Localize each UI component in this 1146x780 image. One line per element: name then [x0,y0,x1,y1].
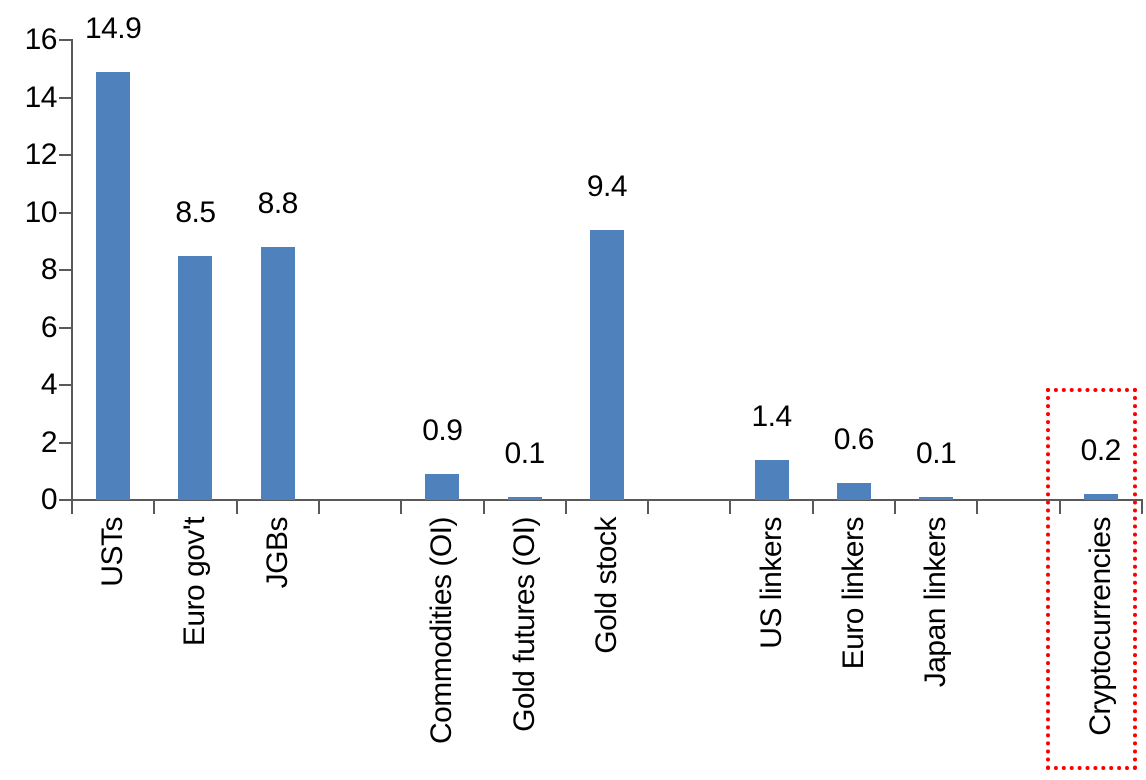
y-tick-2 [59,441,72,444]
bar-us-linkers [754,459,789,500]
x-tick-5 [483,501,485,514]
x-tick-10 [894,501,896,514]
x-tick-12 [1059,501,1061,514]
bar-gold-futures-oi [507,497,542,500]
value-label-euro-gov-t: 8.5 [175,195,216,229]
value-label-us-linkers: 1.4 [751,399,792,433]
y-tick-label-0: 0 [40,483,58,516]
x-tick-7 [647,501,649,514]
y-tick-label-2: 2 [40,425,58,459]
bar-gold-stock [589,229,624,500]
category-label-us-linkers: US linkers [754,517,788,649]
category-label-jgbs: JGBs [260,517,294,589]
category-label-gold-stock: Gold stock [589,517,623,654]
y-tick-4 [59,384,72,386]
bar-cryptocurrencies [1083,494,1118,500]
y-tick-label-10: 10 [24,195,58,229]
category-label-euro-gov-t: Euro gov't [178,517,212,647]
bar-commodities-oi [425,474,460,500]
y-tick-0 [59,499,72,501]
bar-usts [96,71,131,500]
x-tick-2 [236,501,238,514]
x-tick-1 [153,501,155,514]
y-tick-label-14: 14 [24,80,58,114]
y-tick-label-12: 12 [24,138,58,171]
category-label-usts: USTs [96,517,130,587]
y-tick-6 [59,326,72,329]
y-tick-label-4: 4 [40,368,58,401]
value-label-usts: 14.9 [84,11,142,45]
y-tick-10 [59,211,72,214]
bar-euro-gov-t [178,255,213,500]
x-tick-0 [71,501,73,514]
value-label-cryptocurrencies: 0.2 [1080,434,1122,468]
category-label-commodities-oi: Commodities (OI) [425,517,459,745]
bar-jgbs [260,247,295,500]
highlight-box-cryptocurrencies [1046,388,1137,770]
y-tick-14 [59,96,72,99]
y-tick-12 [59,154,72,156]
value-label-gold-futures-oi: 0.1 [504,437,546,471]
value-label-jgbs: 8.8 [257,187,299,220]
y-tick-8 [59,269,72,271]
x-tick-11 [976,501,978,514]
x-tick-4 [400,501,402,514]
x-tick-8 [729,501,731,514]
y-tick-16 [59,39,72,41]
y-axis-line [71,39,73,513]
bar-japan-linkers [919,497,954,500]
x-tick-3 [318,501,320,514]
x-tick-13 [1141,501,1143,514]
y-tick-label-16: 16 [24,23,58,56]
category-label-gold-futures-oi: Gold futures (OI) [507,517,541,732]
category-label-japan-linkers: Japan linkers [919,517,953,688]
x-tick-6 [565,501,567,514]
value-label-gold-stock: 9.4 [586,169,628,203]
value-label-commodities-oi: 0.9 [422,414,463,448]
x-tick-9 [812,501,814,514]
y-tick-label-8: 8 [40,253,58,286]
bar-euro-linkers [836,482,871,500]
value-label-euro-linkers: 0.6 [833,422,875,456]
category-label-euro-linkers: Euro linkers [836,517,870,670]
y-tick-label-6: 6 [40,310,58,344]
value-label-japan-linkers: 0.1 [916,437,957,471]
x-axis-line [59,499,1143,501]
